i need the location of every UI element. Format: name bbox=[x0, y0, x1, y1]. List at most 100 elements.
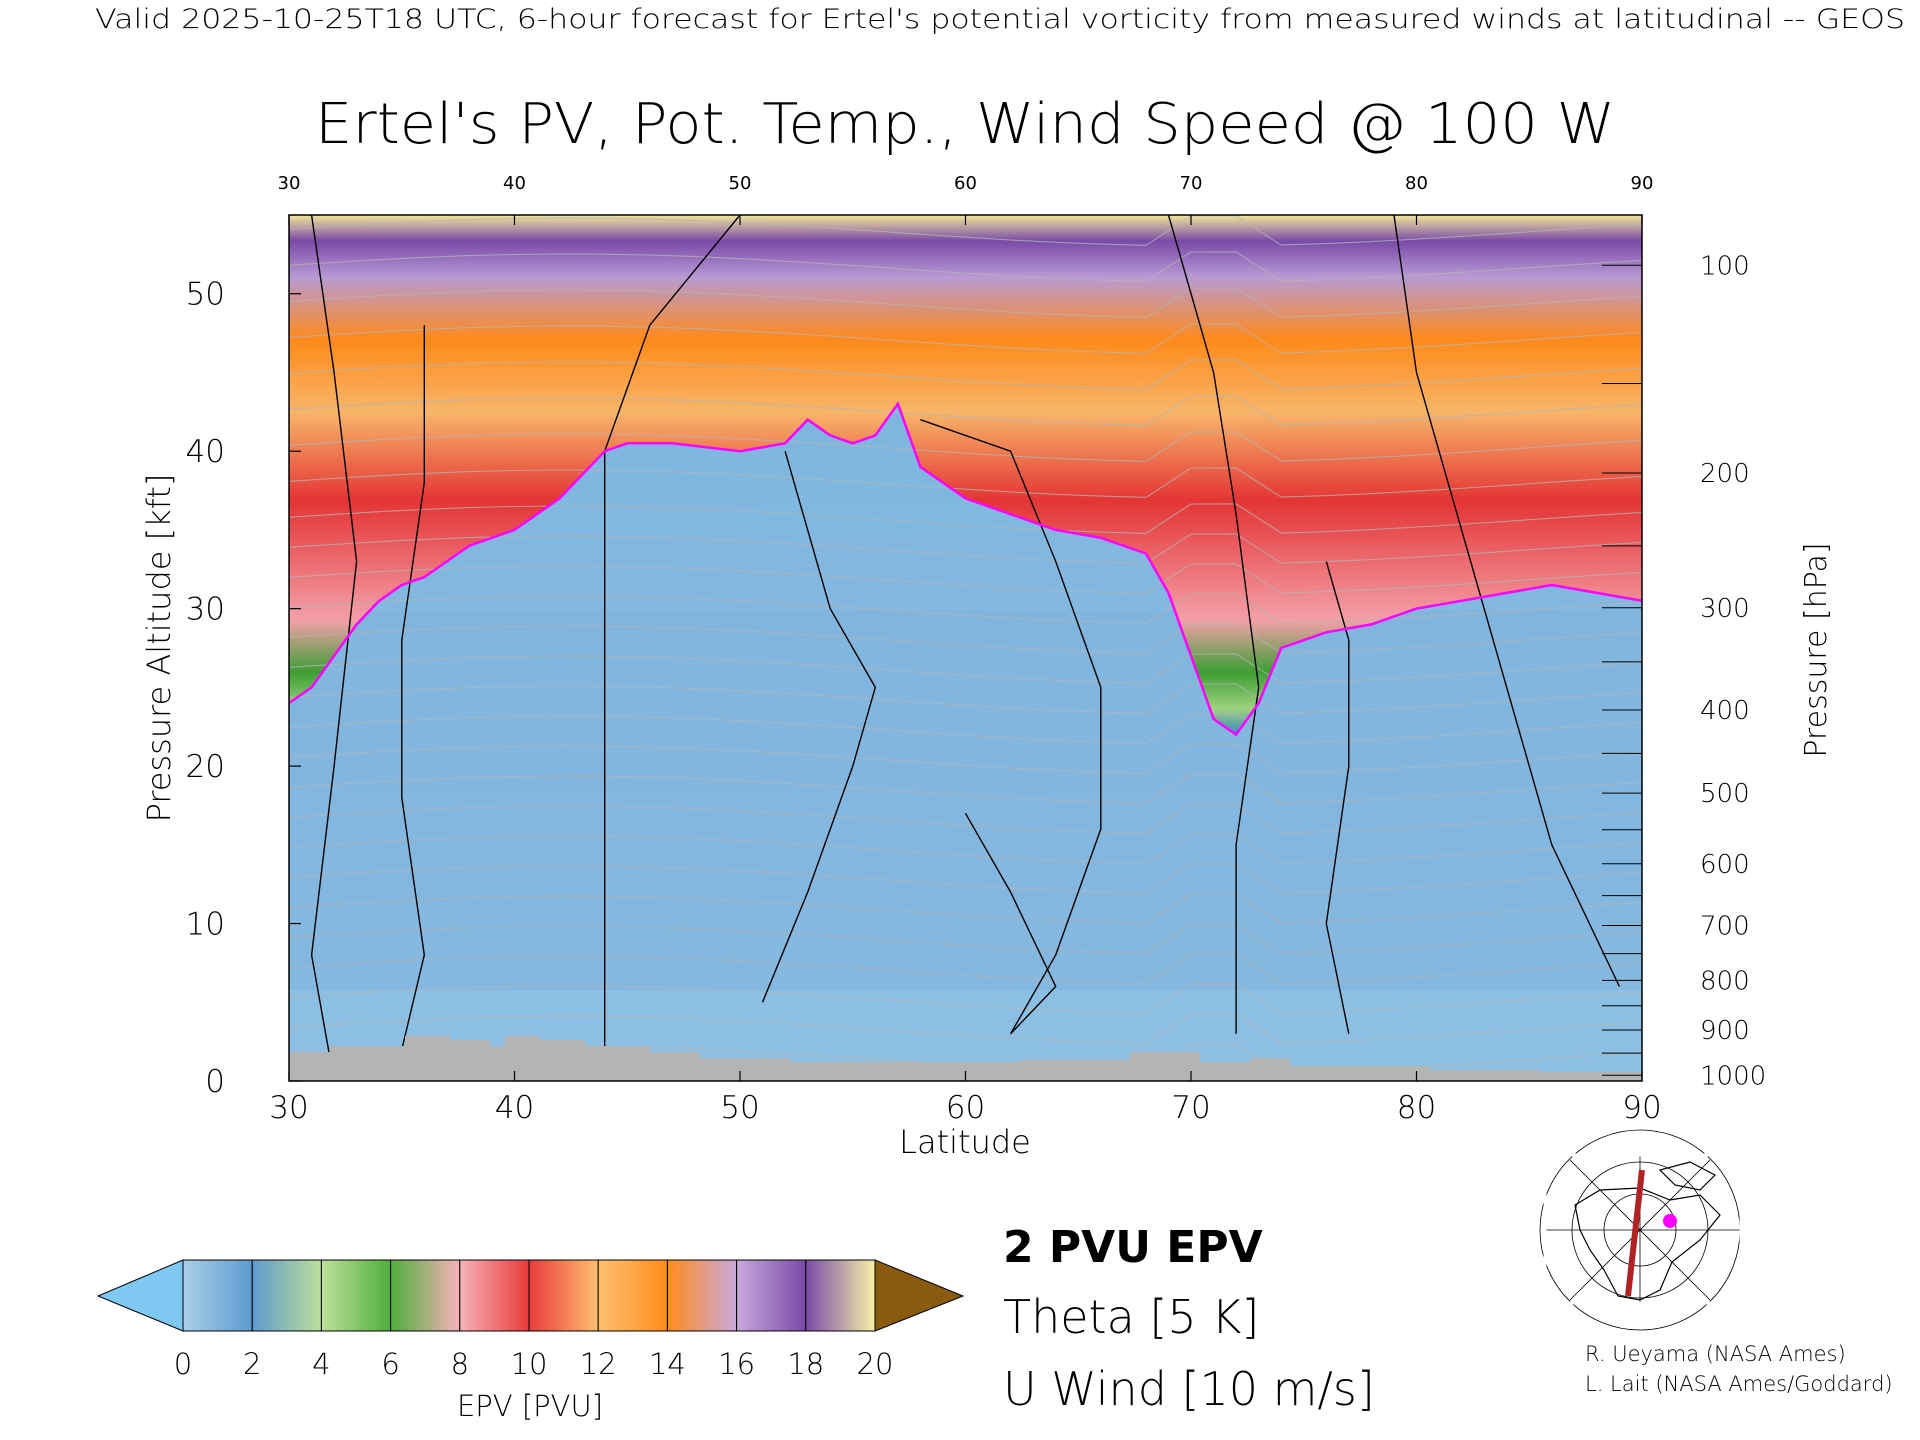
theta-contour-line bbox=[289, 833, 1642, 864]
top-tick-label: 50 bbox=[729, 173, 752, 194]
colorbar-tick-labels: 0 2 4 6 8 10 12 14 16 18 20 bbox=[174, 1347, 894, 1381]
x-axis-tick-labels: 30 40 50 60 70 80 90 bbox=[269, 1090, 1661, 1126]
u-wind-contour-line bbox=[964, 812, 1057, 1035]
theta-contour-line bbox=[289, 923, 1642, 954]
top-tick-label: 40 bbox=[503, 173, 526, 194]
colorbar-tick-label: 6 bbox=[381, 1347, 399, 1381]
u-wind-contour-line bbox=[1167, 215, 1260, 1034]
theta-contour-line bbox=[289, 653, 1642, 684]
colorbar-tick-label: 2 bbox=[243, 1347, 261, 1381]
colorbar-label: EPV [PVU] bbox=[457, 1389, 603, 1423]
theta-contour-line bbox=[289, 743, 1642, 774]
y-axis-tick-labels: 0 10 20 30 40 50 bbox=[186, 277, 225, 1100]
colorbar: 0 2 4 6 8 10 12 14 16 18 20 EPV [PVU] bbox=[96, 1259, 965, 1423]
u-wind-contour-line bbox=[310, 215, 358, 1081]
theta-contour-line bbox=[289, 251, 1642, 282]
u-wind-contours bbox=[310, 215, 1621, 1081]
pressure-tick-label: 400 bbox=[1700, 696, 1750, 726]
terrain-mask bbox=[289, 1036, 1642, 1081]
pressure-tick-label: 100 bbox=[1700, 251, 1750, 281]
y-tick-label: 40 bbox=[186, 434, 225, 470]
theta-contour-line bbox=[289, 893, 1642, 924]
credit-line-2: L. Lait (NASA Ames/Goddard) bbox=[1585, 1372, 1893, 1396]
colorbar-segment bbox=[390, 1259, 461, 1332]
legend: 2 PVU EPV Theta [5 K] U Wind [10 m/s] bbox=[1003, 1222, 1375, 1416]
theta-contour-line bbox=[289, 395, 1642, 426]
theta-contour-line bbox=[289, 713, 1642, 744]
u-wind-contour-line bbox=[604, 215, 741, 1050]
colorbar-segments bbox=[182, 1259, 876, 1332]
u-wind-contour-line bbox=[1325, 561, 1350, 1034]
x-tick-label: 70 bbox=[1171, 1090, 1210, 1126]
colorbar-tick-label: 12 bbox=[580, 1347, 617, 1381]
pressure-tick-label: 200 bbox=[1700, 459, 1750, 489]
legend-u-wind: U Wind [10 m/s] bbox=[1003, 1362, 1375, 1416]
colorbar-segment bbox=[597, 1259, 668, 1332]
top-tick-label: 60 bbox=[954, 173, 977, 194]
x-tick-label: 80 bbox=[1397, 1090, 1436, 1126]
theta-contour-line bbox=[289, 683, 1642, 714]
pressure-tick-label: 500 bbox=[1700, 779, 1750, 809]
u-wind-contour-line bbox=[761, 451, 877, 1003]
top-tick-label: 30 bbox=[278, 173, 301, 194]
theta-contour-line bbox=[289, 287, 1642, 318]
pressure-tick-label: 800 bbox=[1700, 966, 1750, 996]
theta-contour-line bbox=[289, 1013, 1642, 1044]
pressure-axis-tick-labels: 100 200 300 400 500 600 700 800 900 1000 bbox=[1700, 251, 1766, 1091]
y-tick-label: 20 bbox=[186, 749, 225, 785]
theta-contour-line bbox=[289, 431, 1642, 462]
colorbar-segment bbox=[805, 1259, 876, 1332]
y-tick-label: 50 bbox=[186, 277, 225, 313]
colorbar-segment bbox=[736, 1259, 807, 1332]
theta-contour-line bbox=[289, 863, 1642, 894]
theta-contour-line bbox=[289, 803, 1642, 834]
top-axis-tick-labels: 30 40 50 60 70 80 90 bbox=[278, 173, 1654, 194]
theta-contour-line bbox=[289, 593, 1642, 624]
axis-ticks bbox=[288, 215, 1643, 1082]
credit-line-1: R. Ueyama (NASA Ames) bbox=[1585, 1342, 1846, 1366]
colorbar-under-triangle bbox=[96, 1259, 184, 1332]
x-axis-label: Latitude bbox=[899, 1123, 1031, 1161]
colorbar-tick-label: 20 bbox=[857, 1347, 894, 1381]
plot-area bbox=[289, 215, 1642, 1081]
pressure-tick-label: 900 bbox=[1700, 1016, 1750, 1046]
theta-contour-line bbox=[289, 953, 1642, 984]
y-tick-label: 30 bbox=[186, 592, 225, 628]
valid-time-header: Valid 2025-10-25T18 UTC, 6-hour forecast… bbox=[95, 4, 1905, 35]
colorbar-tick-label: 16 bbox=[718, 1347, 755, 1381]
pv-field-faint-band bbox=[289, 610, 1642, 990]
colorbar-tick-label: 14 bbox=[649, 1347, 686, 1381]
stratosphere-pv-field bbox=[289, 215, 1642, 735]
colorbar-segment bbox=[459, 1259, 530, 1332]
theta-contour-line bbox=[289, 467, 1642, 498]
x-tick-label: 40 bbox=[495, 1090, 534, 1126]
inset-location-map bbox=[1539, 1129, 1743, 1331]
pressure-tick-label: 600 bbox=[1700, 850, 1750, 880]
colorbar-tick-label: 4 bbox=[312, 1347, 330, 1381]
colorbar-tick-label: 18 bbox=[787, 1347, 824, 1381]
pressure-tick-label: 300 bbox=[1700, 594, 1750, 624]
colorbar-segment bbox=[528, 1259, 599, 1332]
theta-contour-line bbox=[289, 563, 1642, 594]
theta-contour-line bbox=[289, 359, 1642, 390]
tropopause-2pvu-line bbox=[289, 401, 1642, 737]
colorbar-segment bbox=[251, 1259, 322, 1332]
x-tick-label: 50 bbox=[720, 1090, 759, 1126]
top-tick-label: 90 bbox=[1631, 173, 1654, 194]
colorbar-segment bbox=[182, 1259, 253, 1332]
theta-contour-line bbox=[289, 323, 1642, 354]
colorbar-segment bbox=[666, 1259, 738, 1332]
y-tick-label: 0 bbox=[205, 1064, 225, 1100]
theta-contour-line bbox=[289, 983, 1642, 1014]
y-tick-label: 10 bbox=[186, 907, 225, 943]
x-tick-label: 30 bbox=[269, 1090, 308, 1126]
legend-2pvu-epv: 2 PVU EPV bbox=[1003, 1222, 1263, 1273]
legend-theta: Theta [5 K] bbox=[1003, 1290, 1259, 1344]
colorbar-over-triangle bbox=[874, 1259, 965, 1332]
colorbar-tick-label: 10 bbox=[511, 1347, 548, 1381]
top-tick-label: 80 bbox=[1405, 173, 1428, 194]
theta-contour-line bbox=[289, 623, 1642, 654]
y-axis-label: Pressure Altitude [kft] bbox=[140, 474, 178, 823]
theta-contour-line bbox=[289, 533, 1642, 564]
